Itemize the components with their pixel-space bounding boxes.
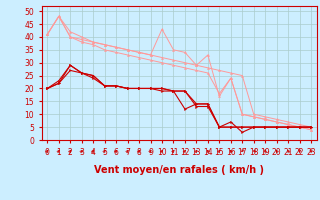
Text: Vent moyen/en rafales ( km/h ): Vent moyen/en rafales ( km/h )	[94, 165, 264, 175]
